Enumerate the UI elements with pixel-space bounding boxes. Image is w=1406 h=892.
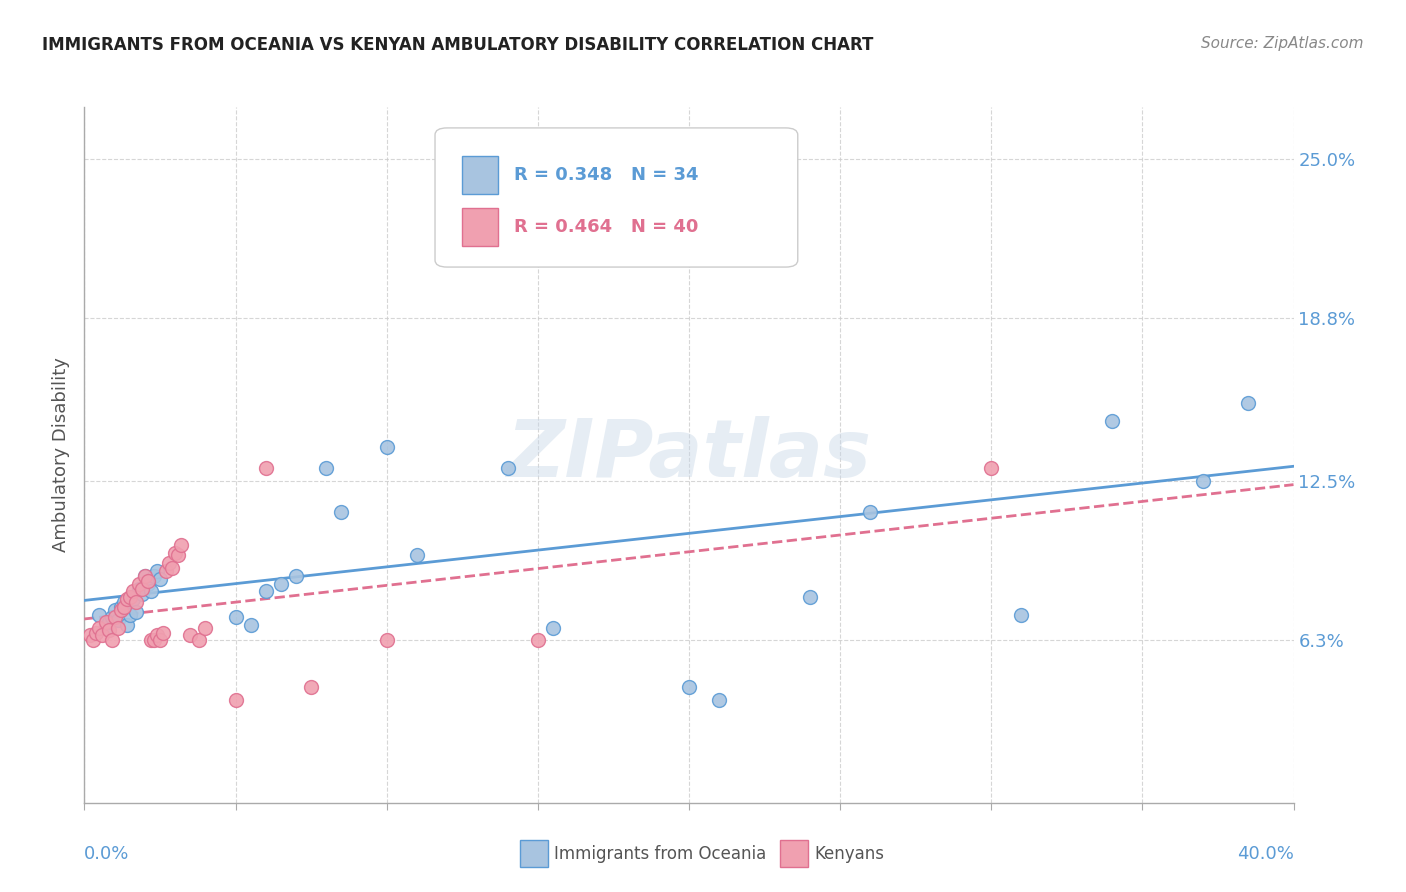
Point bbox=[110, 599, 132, 614]
Text: Kenyans: Kenyans bbox=[814, 845, 884, 863]
Point bbox=[79, 628, 101, 642]
Point bbox=[254, 460, 277, 475]
Point bbox=[1011, 607, 1033, 622]
Point bbox=[142, 569, 165, 583]
Point bbox=[107, 613, 129, 627]
Point bbox=[134, 569, 156, 583]
Point bbox=[149, 572, 172, 586]
Point bbox=[128, 582, 150, 596]
Point bbox=[152, 625, 174, 640]
Point bbox=[678, 680, 700, 694]
Point bbox=[225, 692, 247, 706]
Point bbox=[91, 628, 114, 642]
Point bbox=[104, 610, 127, 624]
Text: IMMIGRANTS FROM OCEANIA VS KENYAN AMBULATORY DISABILITY CORRELATION CHART: IMMIGRANTS FROM OCEANIA VS KENYAN AMBULA… bbox=[42, 36, 873, 54]
Point bbox=[104, 602, 127, 616]
Point bbox=[131, 582, 153, 596]
Point bbox=[496, 460, 519, 475]
Point bbox=[157, 556, 180, 570]
Point bbox=[112, 599, 135, 614]
Point bbox=[170, 538, 193, 552]
Point bbox=[799, 590, 821, 604]
Point bbox=[112, 595, 135, 609]
Text: Source: ZipAtlas.com: Source: ZipAtlas.com bbox=[1201, 36, 1364, 51]
FancyBboxPatch shape bbox=[434, 128, 797, 267]
Point bbox=[167, 549, 190, 563]
Point bbox=[541, 621, 564, 635]
Point bbox=[100, 633, 122, 648]
Point bbox=[527, 633, 550, 648]
Point bbox=[136, 576, 159, 591]
Point bbox=[139, 633, 162, 648]
Point bbox=[139, 584, 162, 599]
Point bbox=[118, 590, 141, 604]
Point bbox=[188, 633, 211, 648]
Point bbox=[285, 569, 308, 583]
Text: ZIPatlas: ZIPatlas bbox=[506, 416, 872, 494]
Point bbox=[100, 610, 122, 624]
Point bbox=[146, 628, 169, 642]
Point bbox=[225, 610, 247, 624]
Point bbox=[125, 605, 148, 619]
Point bbox=[1237, 396, 1260, 410]
Point bbox=[146, 564, 169, 578]
Point bbox=[89, 621, 111, 635]
Text: 40.0%: 40.0% bbox=[1237, 845, 1294, 863]
Point bbox=[160, 561, 183, 575]
Bar bbox=[461, 156, 498, 194]
Y-axis label: Ambulatory Disability: Ambulatory Disability bbox=[52, 358, 70, 552]
Point bbox=[270, 576, 292, 591]
Point bbox=[128, 576, 150, 591]
Point bbox=[179, 628, 201, 642]
Point bbox=[299, 680, 322, 694]
Point bbox=[142, 633, 165, 648]
Point bbox=[709, 692, 731, 706]
Point bbox=[406, 549, 429, 563]
Point bbox=[110, 602, 132, 616]
Point bbox=[375, 440, 398, 454]
Point bbox=[118, 607, 141, 622]
Point bbox=[94, 621, 117, 635]
Bar bbox=[461, 208, 498, 246]
Point bbox=[1101, 414, 1123, 428]
Point bbox=[602, 228, 624, 243]
Point bbox=[82, 633, 104, 648]
Point bbox=[155, 564, 177, 578]
Point bbox=[121, 584, 143, 599]
Point bbox=[94, 615, 117, 630]
Text: R = 0.348   N = 34: R = 0.348 N = 34 bbox=[513, 166, 699, 185]
Point bbox=[97, 623, 120, 637]
Point bbox=[1192, 474, 1215, 488]
Point bbox=[194, 621, 217, 635]
Point bbox=[89, 607, 111, 622]
Point bbox=[375, 633, 398, 648]
Point bbox=[330, 505, 353, 519]
Text: R = 0.464   N = 40: R = 0.464 N = 40 bbox=[513, 219, 697, 236]
Point bbox=[97, 615, 120, 630]
Point bbox=[315, 460, 337, 475]
Point bbox=[254, 584, 277, 599]
Text: 0.0%: 0.0% bbox=[84, 845, 129, 863]
Point bbox=[859, 505, 882, 519]
Point bbox=[239, 618, 262, 632]
Point bbox=[131, 587, 153, 601]
Point bbox=[115, 618, 138, 632]
Point bbox=[165, 546, 187, 560]
Point bbox=[134, 569, 156, 583]
Point bbox=[980, 460, 1002, 475]
Point bbox=[136, 574, 159, 589]
Point bbox=[125, 595, 148, 609]
Point bbox=[86, 625, 108, 640]
Point bbox=[149, 633, 172, 648]
Text: Immigrants from Oceania: Immigrants from Oceania bbox=[554, 845, 766, 863]
Point bbox=[115, 592, 138, 607]
Point bbox=[121, 592, 143, 607]
Point bbox=[107, 621, 129, 635]
